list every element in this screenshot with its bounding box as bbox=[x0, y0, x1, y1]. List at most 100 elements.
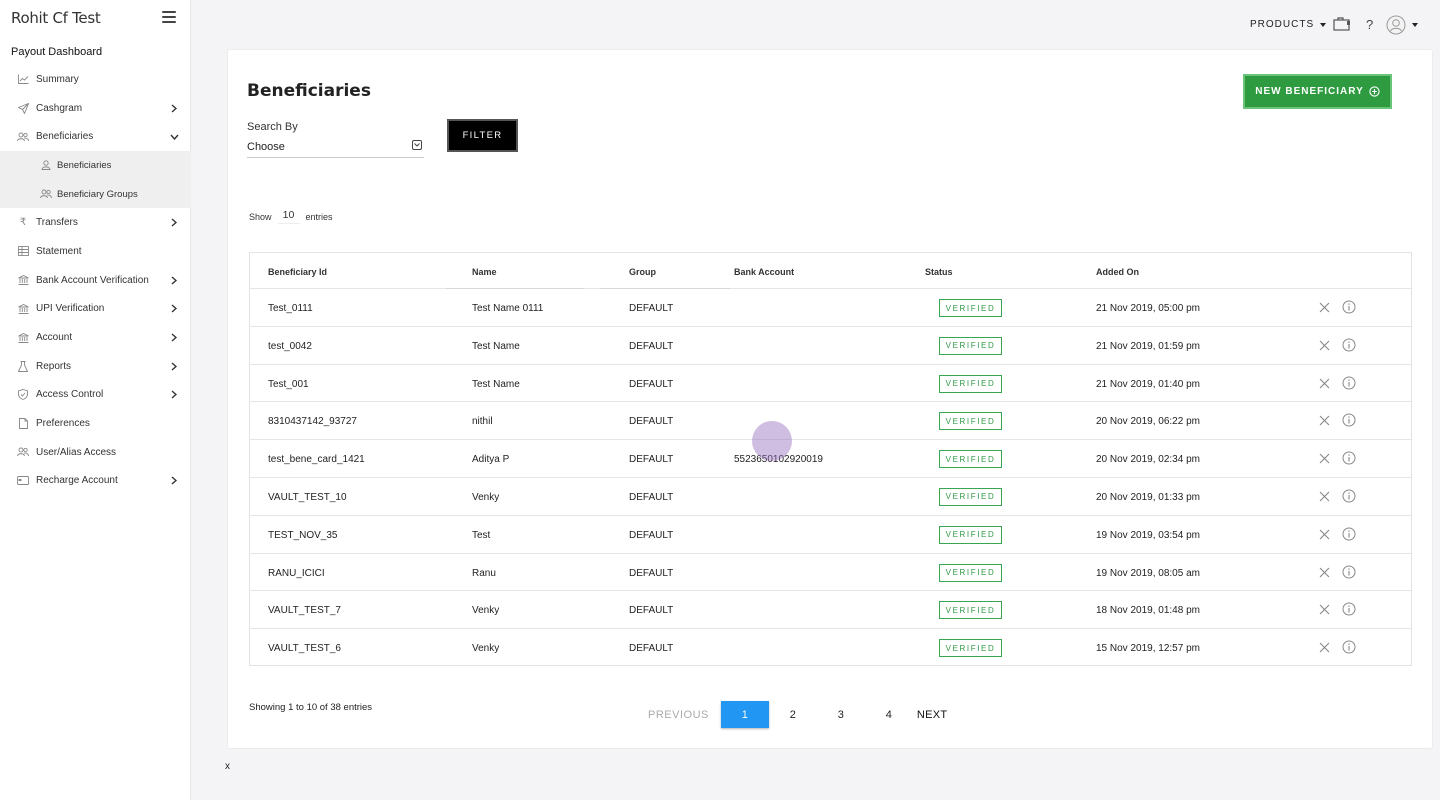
search-by-label: Search By bbox=[247, 121, 298, 133]
cell-beneficiary-id: VAULT_TEST_6 bbox=[268, 643, 341, 655]
info-icon[interactable] bbox=[1342, 300, 1356, 314]
info-icon[interactable] bbox=[1342, 338, 1356, 352]
pagination: PREVIOUS 1 2 3 4 NEXT bbox=[648, 701, 947, 728]
sidebar-item-preferences[interactable]: Preferences bbox=[0, 409, 191, 438]
cell-group: DEFAULT bbox=[629, 643, 674, 655]
col-name[interactable]: Name bbox=[472, 267, 497, 277]
page-3-button[interactable]: 3 bbox=[837, 708, 844, 721]
sidebar-item-recharge-account[interactable]: Recharge Account bbox=[0, 467, 191, 496]
table-header: Beneficiary Id Name Group Bank Account S… bbox=[250, 253, 1411, 289]
close-icon[interactable] bbox=[1319, 415, 1330, 426]
close-icon[interactable] bbox=[1319, 529, 1330, 540]
info-icon[interactable] bbox=[1342, 527, 1356, 541]
chevron-right-icon bbox=[169, 304, 179, 314]
table-row: VAULT_TEST_10 Venky DEFAULT VERIFIED 20 Nov … bbox=[250, 478, 1411, 516]
sidebar-item-statement[interactable]: Statement bbox=[0, 237, 191, 266]
sidebar-item-reports[interactable]: Reports bbox=[0, 352, 191, 381]
sidebar-nav: Summary Cashgram Beneficiaries Beneficiarie… bbox=[0, 65, 191, 495]
sidebar-item-label: Statement bbox=[36, 245, 82, 257]
card-icon bbox=[17, 475, 29, 487]
sidebar-item-account[interactable]: Account bbox=[0, 323, 191, 352]
sidebar-item-label: Transfers bbox=[36, 217, 78, 229]
cell-name: Test bbox=[472, 529, 491, 541]
cell-group: DEFAULT bbox=[629, 378, 674, 390]
info-icon[interactable] bbox=[1342, 489, 1356, 503]
col-status[interactable]: Status bbox=[925, 267, 953, 277]
status-badge: VERIFIED bbox=[939, 563, 1002, 582]
search-by-value: Choose bbox=[247, 141, 285, 153]
status-badge: VERIFIED bbox=[939, 374, 1002, 393]
page-4-button[interactable]: 4 bbox=[885, 708, 892, 721]
cell-name: Venky bbox=[472, 643, 500, 655]
sidebar-item-cashgram[interactable]: Cashgram bbox=[0, 94, 191, 123]
info-icon[interactable] bbox=[1342, 413, 1356, 427]
close-icon[interactable] bbox=[1319, 567, 1330, 578]
cell-beneficiary-id: Test_001 bbox=[268, 378, 309, 390]
sidebar-item-upi-verification[interactable]: UPI Verification bbox=[0, 295, 191, 324]
col-beneficiary-id[interactable]: Beneficiary Id bbox=[268, 267, 328, 277]
close-icon[interactable] bbox=[1319, 340, 1330, 351]
cell-name: Test Name bbox=[472, 378, 520, 390]
page-1-button[interactable]: 1 bbox=[720, 701, 769, 728]
bank-icon bbox=[17, 332, 29, 344]
users-icon bbox=[40, 188, 52, 200]
close-icon[interactable] bbox=[1319, 604, 1330, 615]
info-icon[interactable] bbox=[1342, 640, 1356, 654]
col-group[interactable]: Group bbox=[629, 267, 656, 277]
chevron-right-icon bbox=[169, 333, 179, 343]
cell-group: DEFAULT bbox=[629, 529, 674, 541]
sidebar-subitem-beneficiary-groups[interactable]: Beneficiary Groups bbox=[0, 180, 191, 209]
info-icon[interactable] bbox=[1342, 565, 1356, 579]
sidebar-item-bank-account-verification[interactable]: Bank Account Verification bbox=[0, 266, 191, 295]
chevron-right-icon bbox=[169, 275, 179, 285]
close-icon[interactable] bbox=[1319, 302, 1330, 313]
cell-added-on: 20 Nov 2019, 06:22 pm bbox=[1096, 416, 1200, 428]
briefcase-icon[interactable] bbox=[1333, 17, 1351, 36]
sidebar-item-label: Preferences bbox=[36, 418, 90, 430]
close-icon[interactable] bbox=[1319, 378, 1330, 389]
close-icon[interactable] bbox=[1319, 491, 1330, 502]
page-2-button[interactable]: 2 bbox=[789, 708, 796, 721]
sidebar-item-beneficiaries[interactable]: Beneficiaries bbox=[0, 122, 191, 151]
sidebar-item-access-control[interactable]: Access Control bbox=[0, 381, 191, 410]
info-icon[interactable] bbox=[1342, 602, 1356, 616]
chevron-right-icon bbox=[169, 476, 179, 486]
page-numbers: 1 2 3 4 bbox=[720, 701, 913, 728]
help-icon[interactable]: ? bbox=[1366, 17, 1374, 32]
products-dropdown[interactable]: PRODUCTS bbox=[1250, 19, 1327, 30]
info-icon[interactable] bbox=[1342, 451, 1356, 465]
cell-bank-account: 5523650102920019 bbox=[734, 454, 823, 466]
hamburger-menu-icon[interactable] bbox=[162, 11, 176, 23]
cell-added-on: 21 Nov 2019, 01:59 pm bbox=[1096, 340, 1200, 352]
chart-line-icon bbox=[17, 73, 29, 85]
chevron-down-icon bbox=[412, 140, 422, 150]
info-icon[interactable] bbox=[1342, 376, 1356, 390]
sidebar-item-transfers[interactable]: ₹ Transfers bbox=[0, 208, 191, 237]
status-badge: VERIFIED bbox=[939, 299, 1002, 317]
col-added-on[interactable]: Added On bbox=[1096, 267, 1139, 277]
entries-count-select[interactable]: 10 bbox=[277, 209, 300, 224]
users-icon bbox=[17, 446, 29, 458]
cell-group: DEFAULT bbox=[629, 340, 674, 352]
sidebar-item-summary[interactable]: Summary bbox=[0, 65, 191, 94]
cell-beneficiary-id: RANU_ICICI bbox=[268, 567, 325, 579]
new-beneficiary-button[interactable]: NEW BENEFICIARY bbox=[1243, 74, 1392, 109]
previous-page-button[interactable]: PREVIOUS bbox=[648, 708, 709, 721]
filter-button[interactable]: FILTER bbox=[447, 119, 518, 152]
sidebar-item-label: Beneficiaries bbox=[36, 131, 94, 143]
close-icon[interactable] bbox=[1319, 453, 1330, 464]
profile-dropdown[interactable] bbox=[1386, 15, 1418, 35]
cell-beneficiary-id: Test_0111 bbox=[268, 303, 313, 314]
avatar-icon bbox=[1386, 15, 1406, 35]
close-icon[interactable] bbox=[1319, 642, 1330, 653]
sidebar-item-user-alias-access[interactable]: User/Alias Access bbox=[0, 438, 191, 467]
cell-added-on: 20 Nov 2019, 01:33 pm bbox=[1096, 491, 1200, 503]
table-row: VAULT_TEST_7 Venky DEFAULT VERIFIED 18 Nov 2… bbox=[250, 591, 1411, 630]
sidebar-item-label: User/Alias Access bbox=[36, 446, 117, 458]
table-row: VAULT_TEST_6 Venky DEFAULT VERIFIED 15 Nov 2… bbox=[250, 629, 1411, 667]
next-page-button[interactable]: NEXT bbox=[916, 708, 948, 721]
search-by-select[interactable]: Choose bbox=[247, 138, 424, 158]
page-title: Beneficiaries bbox=[247, 81, 371, 101]
sidebar-subitem-beneficiaries[interactable]: Beneficiaries bbox=[0, 151, 191, 180]
col-bank-account[interactable]: Bank Account bbox=[734, 267, 795, 277]
